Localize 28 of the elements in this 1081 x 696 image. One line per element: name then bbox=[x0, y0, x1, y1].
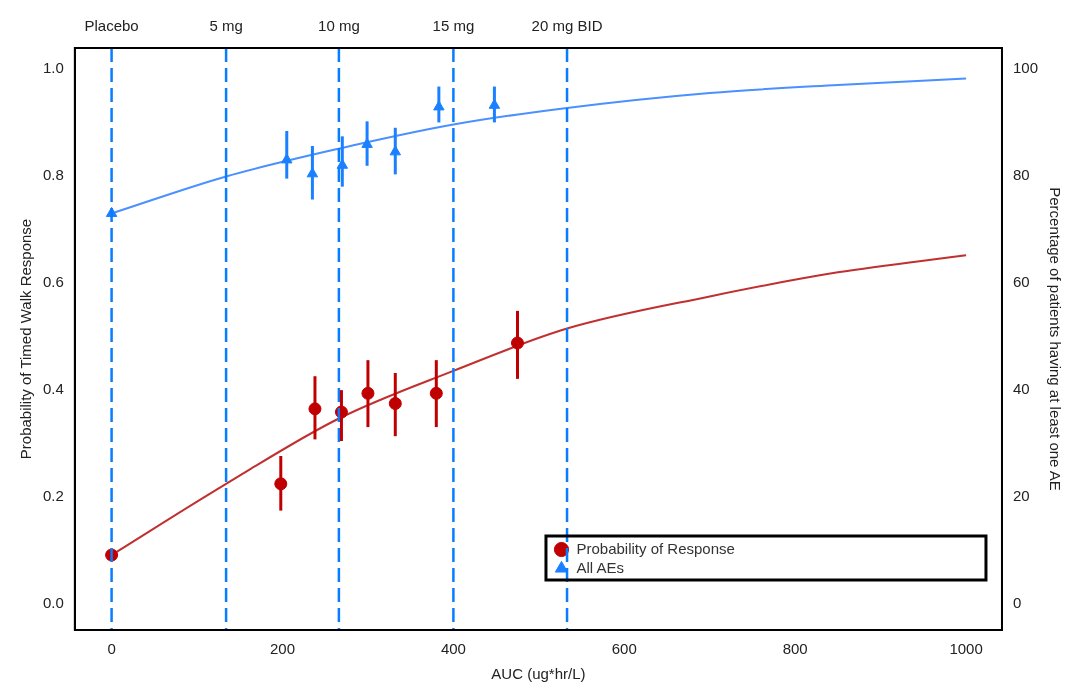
y-tick-label: 0.0 bbox=[42, 594, 64, 612]
y2-tick-label: 100 bbox=[1012, 59, 1038, 77]
x-tick-label: 1000 bbox=[949, 640, 983, 658]
y2-tick-label: 0 bbox=[1012, 594, 1022, 612]
x-tick-label: 200 bbox=[269, 640, 296, 658]
y2-tick-label: 80 bbox=[1012, 166, 1030, 184]
y-axis-title: Probability of Timed Walk Response bbox=[17, 218, 35, 460]
x-tick-label: 800 bbox=[782, 640, 808, 658]
legend-label: Probability of Response bbox=[576, 539, 735, 557]
x-axis-title: AUC (ug*hr/L) bbox=[491, 665, 586, 683]
ref-line-label: 20 mg BID bbox=[531, 16, 603, 34]
y2-tick-label: 40 bbox=[1012, 380, 1030, 398]
x-tick-label: 600 bbox=[611, 640, 637, 658]
y2-tick-label: 60 bbox=[1012, 273, 1030, 291]
x-tick-label: 0 bbox=[107, 640, 116, 658]
y-tick-label: 1.0 bbox=[42, 59, 64, 77]
y2-axis-title: Percentage of patients having at least one AE bbox=[1046, 187, 1064, 491]
y-tick-label: 0.4 bbox=[42, 380, 64, 398]
ref-line-label: Placebo bbox=[84, 16, 139, 34]
x-tick-label: 400 bbox=[440, 640, 466, 658]
ref-line-label: 10 mg bbox=[318, 16, 360, 34]
ref-line-label: 5 mg bbox=[209, 16, 243, 34]
y2-tick-label: 20 bbox=[1012, 487, 1030, 505]
legend-label: All AEs bbox=[576, 558, 624, 576]
y-tick-label: 0.2 bbox=[42, 487, 64, 505]
y-tick-label: 0.6 bbox=[42, 273, 64, 291]
ref-line-label: 15 mg bbox=[432, 16, 475, 34]
y-tick-label: 0.8 bbox=[42, 166, 64, 184]
